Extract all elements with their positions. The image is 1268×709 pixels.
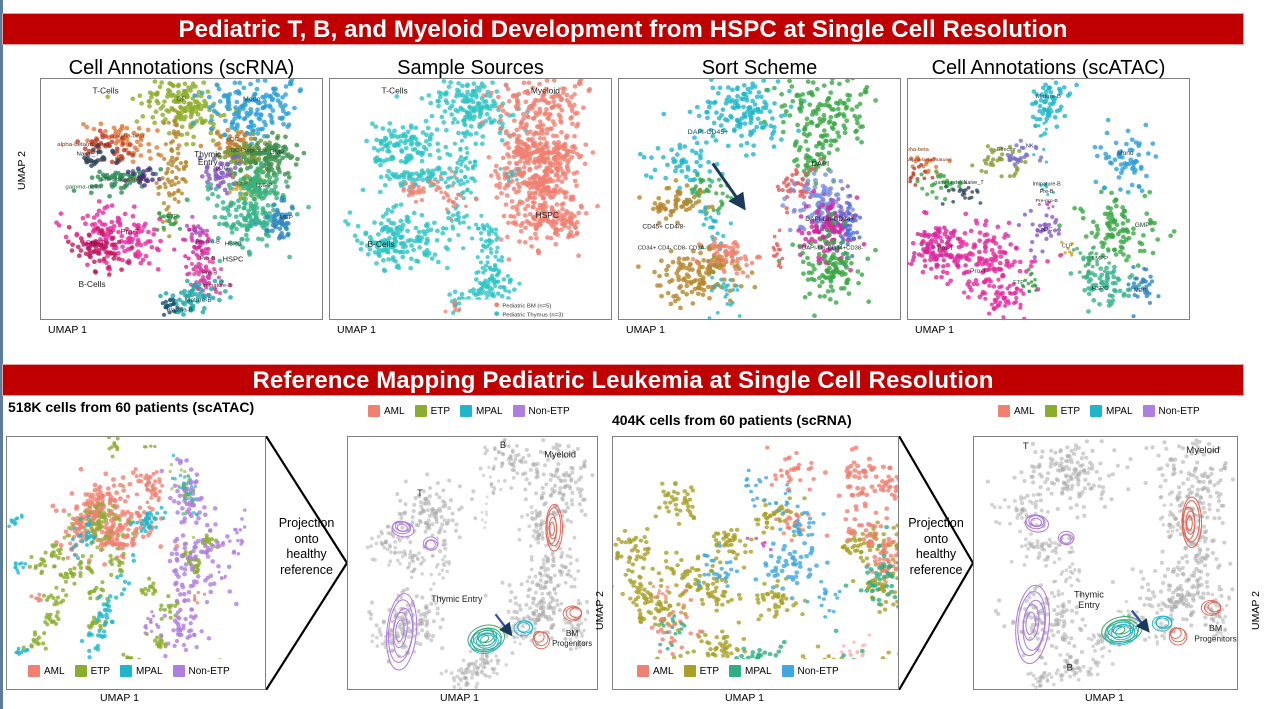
svg-text:T-Cells: T-Cells <box>93 87 119 96</box>
svg-text:Plasma-B: Plasma-B <box>166 307 192 313</box>
svg-text:CD45+ CD4/8-: CD45+ CD4/8- <box>642 223 685 230</box>
svg-text:DC-Progenitor: DC-Progenitor <box>231 148 267 154</box>
svg-text:Pro-B: Pro-B <box>200 256 216 262</box>
svg-text:MEP: MEP <box>280 215 293 221</box>
svg-text:T-Cells: T-Cells <box>382 87 408 96</box>
svg-text:gamma-delta: gamma-delta <box>65 185 101 191</box>
svg-text:ETP: ETP <box>166 214 178 220</box>
svg-text:HSPC: HSPC <box>536 211 559 220</box>
svg-text:alpha-beta: alpha-beta <box>116 134 145 140</box>
svg-text:Mono: Mono <box>243 96 261 103</box>
svg-text:CD34+ CD4- CD8- CD1A-: CD34+ CD4- CD8- CD1A- <box>638 246 707 252</box>
svg-text:DAPI-Lin-CD34+CD38-: DAPI-Lin-CD34+CD38- <box>802 246 863 252</box>
svg-text:DAPI-Lin-CD34+: DAPI-Lin-CD34+ <box>805 216 854 223</box>
svg-text:DAPI: DAPI <box>812 159 829 168</box>
svg-text:CLP: CLP <box>237 182 248 188</box>
svg-text:cDC: cDC <box>227 137 240 143</box>
svg-text:Pre-T: Pre-T <box>86 239 105 248</box>
svg-text:LMPP: LMPP <box>256 183 273 189</box>
svg-text:CyclingDP: CyclingDP <box>120 177 148 183</box>
svg-text:HSPC: HSPC <box>223 255 244 264</box>
svg-text:DP: DP <box>177 96 187 103</box>
svg-text:Pre-B: Pre-B <box>202 271 218 277</box>
svg-text:alpha-beta(mature): alpha-beta(mature) <box>57 142 109 148</box>
svg-text:GMP: GMP <box>270 149 285 156</box>
svg-text:Naive_T: Naive_T <box>77 152 100 158</box>
svg-text:DAPI-CD45+: DAPI-CD45+ <box>688 129 729 136</box>
svg-text:Mature-B: Mature-B <box>185 297 212 304</box>
svg-text:B-Cells: B-Cells <box>367 240 394 249</box>
svg-text:Myeloid: Myeloid <box>531 87 560 96</box>
svg-text:Pro-T: Pro-T <box>121 227 140 236</box>
svg-text:HSPC: HSPC <box>225 242 243 248</box>
svg-text:Pediatric Thymus (n=3): Pediatric Thymus (n=3) <box>502 312 563 318</box>
svg-text:Pre-pro-B: Pre-pro-B <box>196 239 221 245</box>
svg-text:Immature-B: Immature-B <box>202 283 232 289</box>
svg-text:pDC: pDC <box>216 166 229 172</box>
svg-text:Pediatric BM (n=5): Pediatric BM (n=5) <box>502 304 551 310</box>
svg-text:B-Cells: B-Cells <box>78 280 105 289</box>
svg-text:Effector: Effector <box>101 177 122 183</box>
